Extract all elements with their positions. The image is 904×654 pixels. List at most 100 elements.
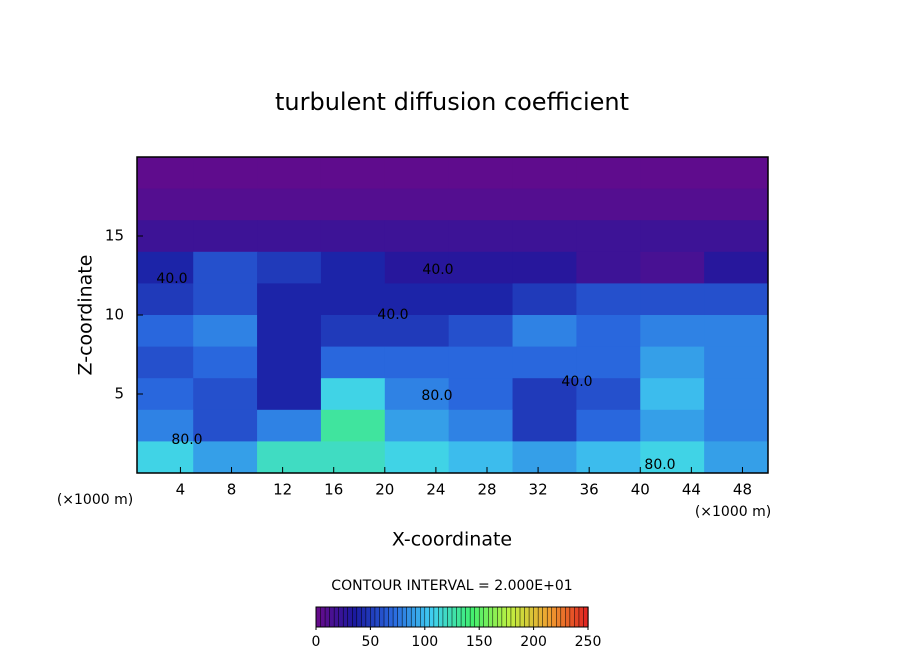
cell <box>512 220 577 253</box>
colorbar-swatch <box>415 606 421 628</box>
cell <box>448 441 514 473</box>
cell <box>257 220 322 253</box>
x-tick-label: 48 <box>733 481 752 499</box>
colorbar-swatch <box>501 606 508 628</box>
cell <box>320 188 386 221</box>
cell <box>137 251 194 284</box>
cell <box>137 315 194 348</box>
cell <box>320 315 386 348</box>
colorbar-tick-label: 250 <box>575 634 602 650</box>
cell <box>193 409 258 442</box>
x-tick-label: 24 <box>426 481 445 499</box>
x-tick-label: 40 <box>631 481 650 499</box>
cell <box>512 251 577 284</box>
cell <box>576 283 641 316</box>
cell <box>448 409 514 442</box>
cell <box>576 220 641 253</box>
cell <box>640 346 705 379</box>
cell <box>137 220 194 253</box>
colorbar-swatch <box>370 606 376 628</box>
colorbar-swatch <box>392 606 399 628</box>
cell <box>512 157 577 190</box>
cell <box>640 251 705 284</box>
cell <box>384 157 450 190</box>
y-tick-label: 5 <box>114 385 124 403</box>
cell <box>448 220 514 253</box>
colorbar-swatch <box>410 606 417 628</box>
colorbar-swatch <box>329 606 335 628</box>
cell <box>257 441 322 473</box>
cell <box>640 409 705 442</box>
cell <box>512 283 577 316</box>
contour-label: 40.0 <box>422 262 453 278</box>
cell <box>512 346 577 379</box>
contour-label: 80.0 <box>644 457 675 473</box>
colorbar-tick-label: 200 <box>520 634 547 650</box>
x-tick-label: 4 <box>176 481 186 499</box>
colorbar-swatch <box>569 606 576 628</box>
x-unit: (×1000 m) <box>695 504 771 520</box>
cell <box>448 188 514 221</box>
colorbar-tick-label: 0 <box>312 634 321 650</box>
cell <box>193 157 258 190</box>
cell <box>640 315 705 348</box>
colorbar-swatch <box>383 606 390 628</box>
cell <box>448 346 514 379</box>
colorbar-swatch <box>492 606 498 628</box>
colorbar-swatch <box>510 606 517 628</box>
cell <box>320 283 386 316</box>
contour-interval: CONTOUR INTERVAL = 2.000E+01 <box>331 578 572 594</box>
colorbar-swatch <box>401 606 408 628</box>
cell <box>576 188 641 221</box>
cell <box>193 441 258 473</box>
colorbar-swatch <box>533 606 539 628</box>
cell <box>384 315 450 348</box>
cell <box>512 315 577 348</box>
cell <box>512 188 577 221</box>
cell <box>640 441 705 473</box>
cell <box>257 188 322 221</box>
contour-label: 40.0 <box>377 307 408 323</box>
colorbar-swatch <box>342 606 349 628</box>
colorbar-swatch <box>483 606 489 628</box>
colorbar-swatch <box>420 606 426 628</box>
colorbar-swatch <box>379 606 385 628</box>
x-tick-label: 32 <box>529 481 548 499</box>
colorbar-swatch <box>361 606 367 628</box>
cell <box>320 409 386 442</box>
cell <box>193 283 258 316</box>
colorbar-swatch <box>578 606 585 628</box>
cell <box>384 441 450 473</box>
cell <box>704 157 768 190</box>
y-axis-label: Z-coordinate <box>75 255 97 376</box>
y-tick-label: 15 <box>105 227 124 245</box>
cell <box>448 251 514 284</box>
cell <box>640 188 705 221</box>
cell <box>193 346 258 379</box>
cell <box>704 441 768 473</box>
colorbar-swatch <box>574 606 580 628</box>
colorbar-swatch <box>469 606 476 628</box>
colorbar-swatch <box>474 606 480 628</box>
contour-label: 40.0 <box>156 271 187 287</box>
contour-label: 80.0 <box>171 432 202 448</box>
x-axis-label: X-coordinate <box>392 529 512 551</box>
cell <box>576 251 641 284</box>
cell <box>137 409 194 442</box>
x-unit: (×1000 m) <box>57 492 133 508</box>
cell <box>193 315 258 348</box>
contour-label: 40.0 <box>561 374 592 390</box>
cell <box>576 378 641 411</box>
colorbar-swatch <box>388 606 394 628</box>
x-tick-label: 8 <box>227 481 237 499</box>
cell <box>137 346 194 379</box>
cell <box>640 157 705 190</box>
cell <box>320 378 386 411</box>
cell <box>640 283 705 316</box>
cell <box>384 346 450 379</box>
cell <box>512 378 577 411</box>
colorbar-swatch <box>497 606 503 628</box>
colorbar-swatch <box>320 606 326 628</box>
colorbar-swatch <box>524 606 530 628</box>
cell <box>576 409 641 442</box>
